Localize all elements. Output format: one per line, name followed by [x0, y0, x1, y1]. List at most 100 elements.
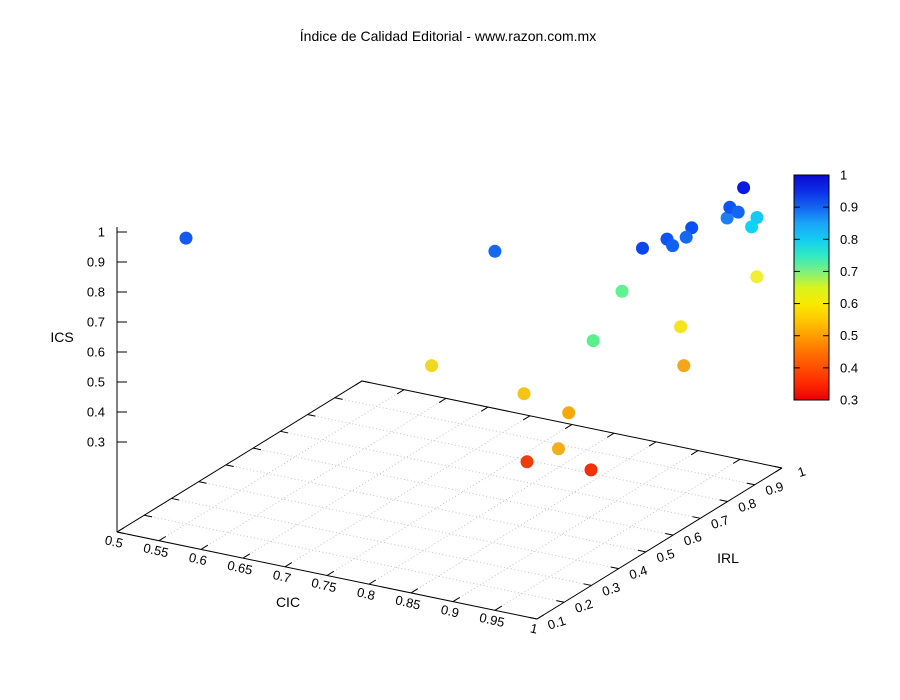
cic-tick-label: 0.95 [478, 610, 506, 630]
cic-tick-mirror [774, 467, 783, 473]
colorbar-tick-label: 0.3 [840, 393, 858, 408]
data-point [636, 241, 649, 255]
irl-tick [610, 566, 619, 570]
ics-axis-title: ICS [50, 329, 73, 345]
cic-tick [452, 596, 461, 603]
irl-tick-label: 1 [796, 463, 808, 480]
cic-tick [368, 579, 377, 585]
data-point [674, 320, 688, 334]
cic-tick-label: 0.8 [356, 584, 377, 603]
cic-tick-mirror [438, 397, 447, 404]
colorbar-tick-label: 0.8 [840, 232, 858, 247]
cic-tick-label: 0.55 [142, 540, 170, 560]
cic-tick-mirror [480, 406, 489, 412]
colorbar-tick-label: 0.4 [840, 360, 858, 375]
ics-tick-label: 0.7 [87, 315, 105, 330]
data-point [520, 455, 534, 469]
cic-axis-title: CIC [276, 594, 300, 610]
irl-tick-label: 0.6 [682, 529, 704, 549]
cic-tick-mirror [648, 441, 657, 447]
ics-tick-label: 1 [98, 225, 105, 240]
grid-line-cic [242, 406, 489, 559]
grid-line-cic [158, 389, 405, 542]
irl-tick-mirror [252, 447, 262, 451]
grid-line-irl [280, 430, 701, 519]
data-point [584, 463, 598, 477]
irl-tick-label: 0.4 [627, 562, 649, 582]
cic-tick-mirror [354, 380, 363, 386]
cic-tick [158, 536, 167, 542]
data-point [731, 205, 745, 219]
data-point [745, 220, 759, 234]
data-point [179, 231, 193, 245]
colorbar-gradient [793, 174, 830, 401]
grid-line-cic [284, 415, 531, 568]
irl-tick-mirror [307, 414, 316, 417]
cic-tick-mirror [522, 415, 531, 421]
irl-tick [692, 516, 701, 519]
irl-tick-mirror [144, 514, 153, 518]
cic-tick-label: 0.75 [310, 575, 338, 595]
data-point [615, 284, 629, 298]
data-point [586, 334, 600, 348]
colorbar-tick-label: 0.7 [840, 264, 858, 279]
ics-tick-label: 0.5 [87, 375, 105, 390]
grid-line-irl [198, 481, 619, 570]
cic-tick [242, 553, 251, 559]
data-point [517, 387, 531, 401]
cic-tick-label: 0.6 [188, 550, 209, 569]
colorbar-tick-label: 0.5 [840, 328, 858, 343]
cic-tick-mirror [564, 424, 573, 430]
irl-tick-label: 0.5 [655, 546, 677, 566]
irl-tick-mirror [116, 531, 125, 535]
irl-tick-mirror [361, 380, 370, 384]
irl-tick-label: 0.7 [709, 512, 731, 532]
floor-grid [116, 380, 783, 620]
cic-tick-label: 0.5 [104, 532, 125, 551]
cic-tick [200, 544, 209, 550]
cic-tick-label: 0.9 [440, 602, 461, 621]
irl-tick [774, 465, 783, 469]
cic-tick-mirror [396, 389, 405, 395]
grid-line-cic [494, 458, 741, 611]
ics-tick-label: 0.3 [87, 435, 105, 450]
irl-tick-label: 0.2 [573, 596, 595, 616]
cic-tick-mirror [606, 432, 615, 438]
data-point [488, 244, 502, 258]
data-point [679, 230, 693, 244]
cic-tick-label: 1 [529, 620, 539, 636]
irl-axis-title: IRL [717, 550, 739, 566]
data-point [720, 211, 734, 225]
cic-tick [494, 605, 503, 611]
cic-tick [326, 570, 335, 576]
data-points [179, 181, 764, 477]
axes: 0.5 0.55 0.6 0.65 0.7 0.75 0.8 0.85 0.9 0.95 1 0.10… [87, 225, 807, 637]
grid-line-irl [334, 397, 755, 486]
irl-tick-label: 0.8 [736, 495, 758, 515]
irl-tick-mirror [334, 397, 343, 400]
data-point [666, 239, 680, 253]
irl-tick [746, 482, 755, 486]
irl-tick [665, 532, 674, 536]
grid-line-cic [410, 441, 657, 594]
irl-tick-mirror [198, 481, 207, 484]
data-point [425, 359, 439, 373]
cic-tick [116, 527, 125, 533]
irl-tick [529, 616, 538, 620]
cic-tick-label: 0.65 [226, 558, 254, 578]
grid-line-irl [307, 414, 728, 503]
grid-line-irl [225, 464, 646, 553]
ics-tick-label: 0.9 [87, 255, 105, 270]
irl-tick-label: 0.3 [600, 579, 622, 599]
irl-tick-mirror [171, 497, 180, 501]
irl-tick-label: 0.1 [546, 613, 568, 633]
grid-line-cic [368, 432, 615, 585]
irl-tick [637, 549, 646, 553]
ics-tick-label: 0.8 [87, 285, 105, 300]
data-point [737, 181, 751, 195]
cic-tick [536, 614, 545, 620]
colorbar-tick-label: 1 [840, 168, 847, 183]
colorbar-tick-label: 0.6 [840, 296, 858, 311]
